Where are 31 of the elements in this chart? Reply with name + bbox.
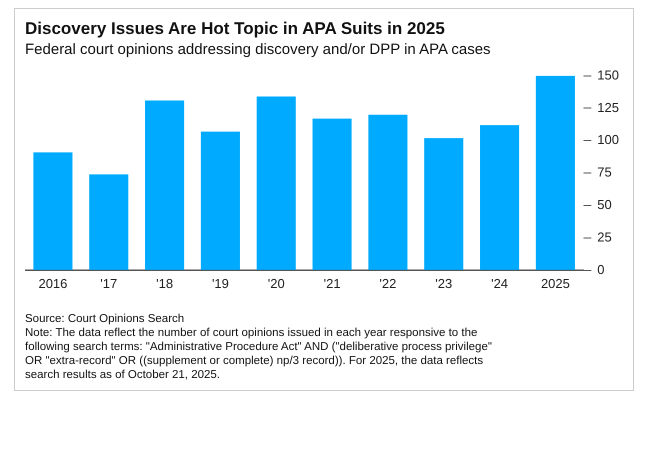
bar [145, 100, 184, 270]
text: Note: The data reflect the number of court opinions issued in each year responsive to the following search terms: "Administrative Procedure Act" AND ("deliberative process privilege" OR "extra-record" OR ((supplement or complete) np/3 record)). For 2025, the data reflects search results as of October 21, 2025. [25, 326, 493, 382]
chart-title: Discovery Issues Are Hot Topic in APA Suits in 2025 [25, 19, 446, 39]
x-tick-label: '20 [268, 276, 285, 291]
x-tick-label: '17 [100, 276, 118, 291]
bar [256, 96, 296, 270]
y-tick-label: 25 [597, 230, 612, 245]
y-tick-label: 125 [597, 100, 620, 115]
y-tick-label: 100 [597, 132, 620, 148]
bar [89, 174, 128, 270]
bar [480, 125, 520, 270]
y-tick-label: 0 [597, 262, 605, 277]
x-tick-label: '19 [212, 276, 229, 291]
bar [424, 138, 464, 270]
y-tick-label: 75 [597, 164, 612, 180]
y-tick-label: 150 [597, 67, 620, 82]
x-tick-label: '22 [379, 276, 396, 291]
chart-subtitle: Federal court opinions addressing discovery and/or DPP in APA cases [25, 41, 492, 58]
x-tick-label: '23 [435, 276, 452, 291]
bar [368, 114, 408, 270]
x-tick-label: '18 [156, 276, 174, 291]
x-tick-label: 2016 [38, 276, 68, 291]
bar [200, 132, 240, 270]
bar [33, 152, 72, 270]
x-tick-label: 2025 [540, 276, 570, 291]
x-tick-label: '24 [491, 276, 508, 291]
source-note: Source: Court Opinions Search [25, 312, 186, 326]
bar [312, 118, 352, 270]
bar [536, 76, 575, 270]
y-tick-label: 50 [597, 197, 612, 212]
x-tick-label: '21 [324, 276, 341, 291]
